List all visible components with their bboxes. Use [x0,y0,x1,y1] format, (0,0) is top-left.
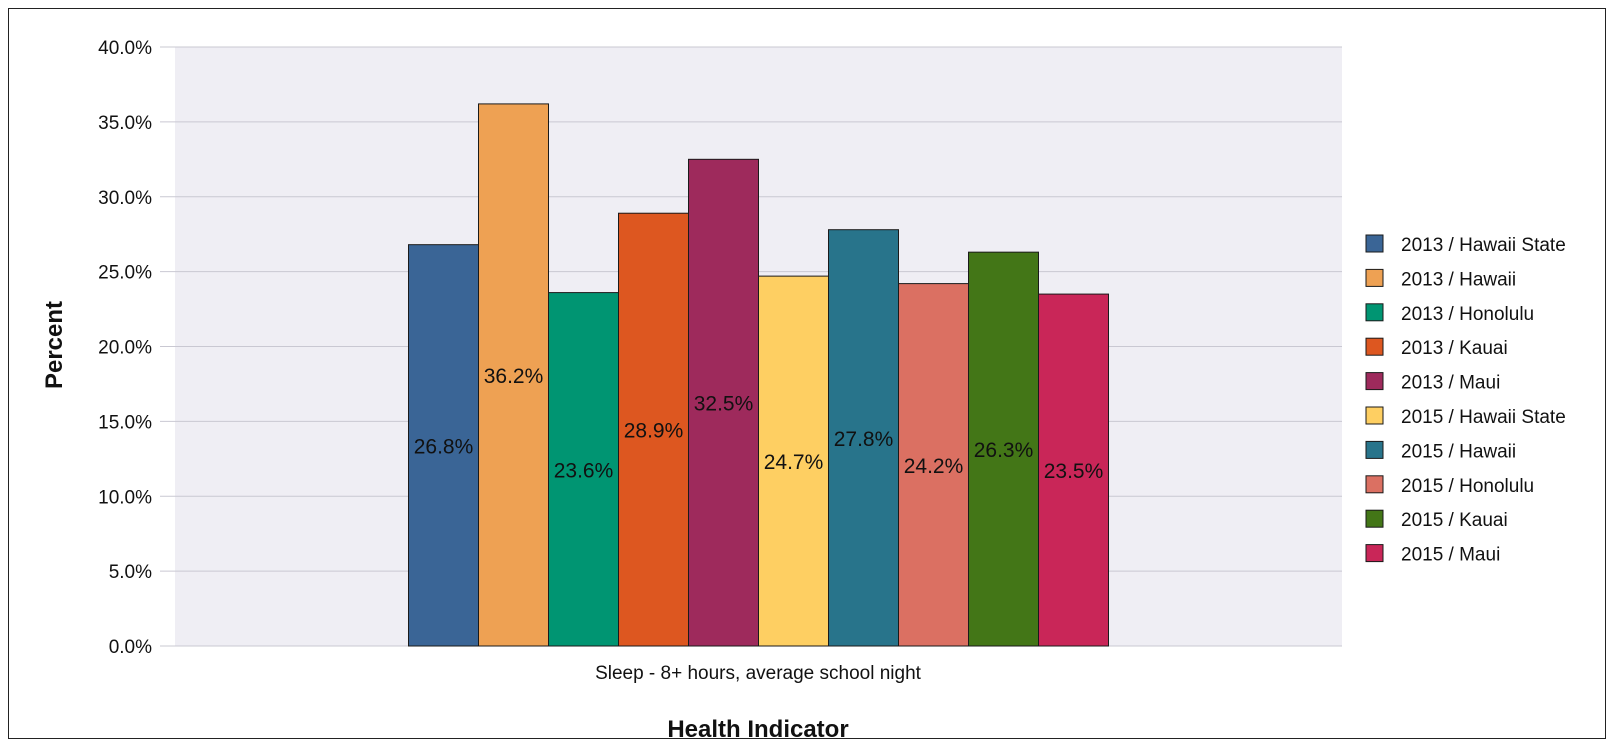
bar [828,229,899,647]
legend-item: 2015 / Hawaii [1365,440,1516,462]
data-label: 27.8% [834,428,894,451]
legend-label: 2013 / Hawaii State [1401,235,1566,256]
legend-item: 2015 / Maui [1365,544,1500,566]
bar [758,275,829,647]
bar [1038,293,1109,647]
legend-swatch [1365,337,1384,356]
legend-item: 2015 / Kauai [1365,509,1508,531]
bar [618,212,689,647]
legend-item: 2013 / Hawaii State [1365,234,1566,256]
x-axis-title: Health Indicator [667,716,848,743]
x-axis-ticks: Sleep - 8+ hours, average school night [595,663,922,684]
data-label: 36.2% [484,365,544,388]
legend-swatch [1365,440,1384,459]
legend-label: 2015 / Hawaii State [1401,407,1566,428]
y-tick-label: 35.0% [98,113,152,134]
legend-label: 2013 / Honolulu [1401,304,1534,325]
legend-swatch [1365,406,1384,425]
data-label: 26.3% [974,439,1034,462]
y-tick-label: 40.0% [98,38,152,59]
y-tick-label: 0.0% [109,637,152,658]
legend-item: 2013 / Maui [1365,372,1500,394]
y-axis-title: Percent [41,301,68,389]
data-label: 26.8% [414,435,474,458]
y-tick-label: 10.0% [98,487,152,508]
data-label: 28.9% [624,420,684,443]
y-tick-label: 15.0% [98,412,152,433]
bar [688,158,759,647]
legend-label: 2015 / Honolulu [1401,476,1534,497]
data-label: 23.6% [554,459,614,482]
data-label: 24.2% [904,455,964,478]
bar [478,103,549,647]
legend-item: 2013 / Kauai [1365,337,1508,359]
y-axis-ticks: 0.0% 5.0% 10.0% 15.0% 20.0% 25.0% 30.0% 35.0% 40… [98,38,152,658]
bars [408,103,1109,647]
legend-swatch [1365,268,1384,287]
legend-label: 2015 / Hawaii [1401,441,1516,462]
y-tick-label: 20.0% [98,338,152,359]
legend-item: 2015 / Hawaii State [1365,406,1566,428]
data-label: 32.5% [694,393,754,416]
legend-swatch [1365,475,1384,494]
legend-swatch [1365,303,1384,322]
legend-swatch [1365,509,1384,528]
y-tick-label: 25.0% [98,263,152,284]
legend-swatch [1365,544,1384,563]
legend-label: 2013 / Maui [1401,373,1500,394]
y-tick-label: 30.0% [98,188,152,209]
legend-label: 2015 / Maui [1401,545,1500,566]
legend-item: 2013 / Honolulu [1365,303,1534,325]
legend-label: 2013 / Hawaii [1401,269,1516,290]
legend-swatch [1365,234,1384,253]
y-tick-label: 5.0% [109,562,152,583]
legend-swatch [1365,372,1384,391]
x-tick-label: Sleep - 8+ hours, average school night [595,663,922,684]
data-label: 24.7% [764,451,824,474]
data-label: 23.5% [1044,460,1104,483]
data-labels: 26.8% 36.2% 23.6% 28.9% 32.5% 24.7% 27.8% 24.2%… [414,365,1104,483]
legend-label: 2015 / Kauai [1401,510,1508,531]
legend-item: 2015 / Honolulu [1365,475,1534,497]
legend-label: 2013 / Kauai [1401,338,1508,359]
legend-item: 2013 / Hawaii [1365,268,1516,290]
bar [548,292,619,647]
bar [408,244,479,647]
chart-frame [8,8,1606,739]
legend: 2013 / Hawaii State 2013 / Hawaii 2013 / H… [1365,234,1566,566]
bar [968,251,1039,647]
bar [898,283,969,647]
